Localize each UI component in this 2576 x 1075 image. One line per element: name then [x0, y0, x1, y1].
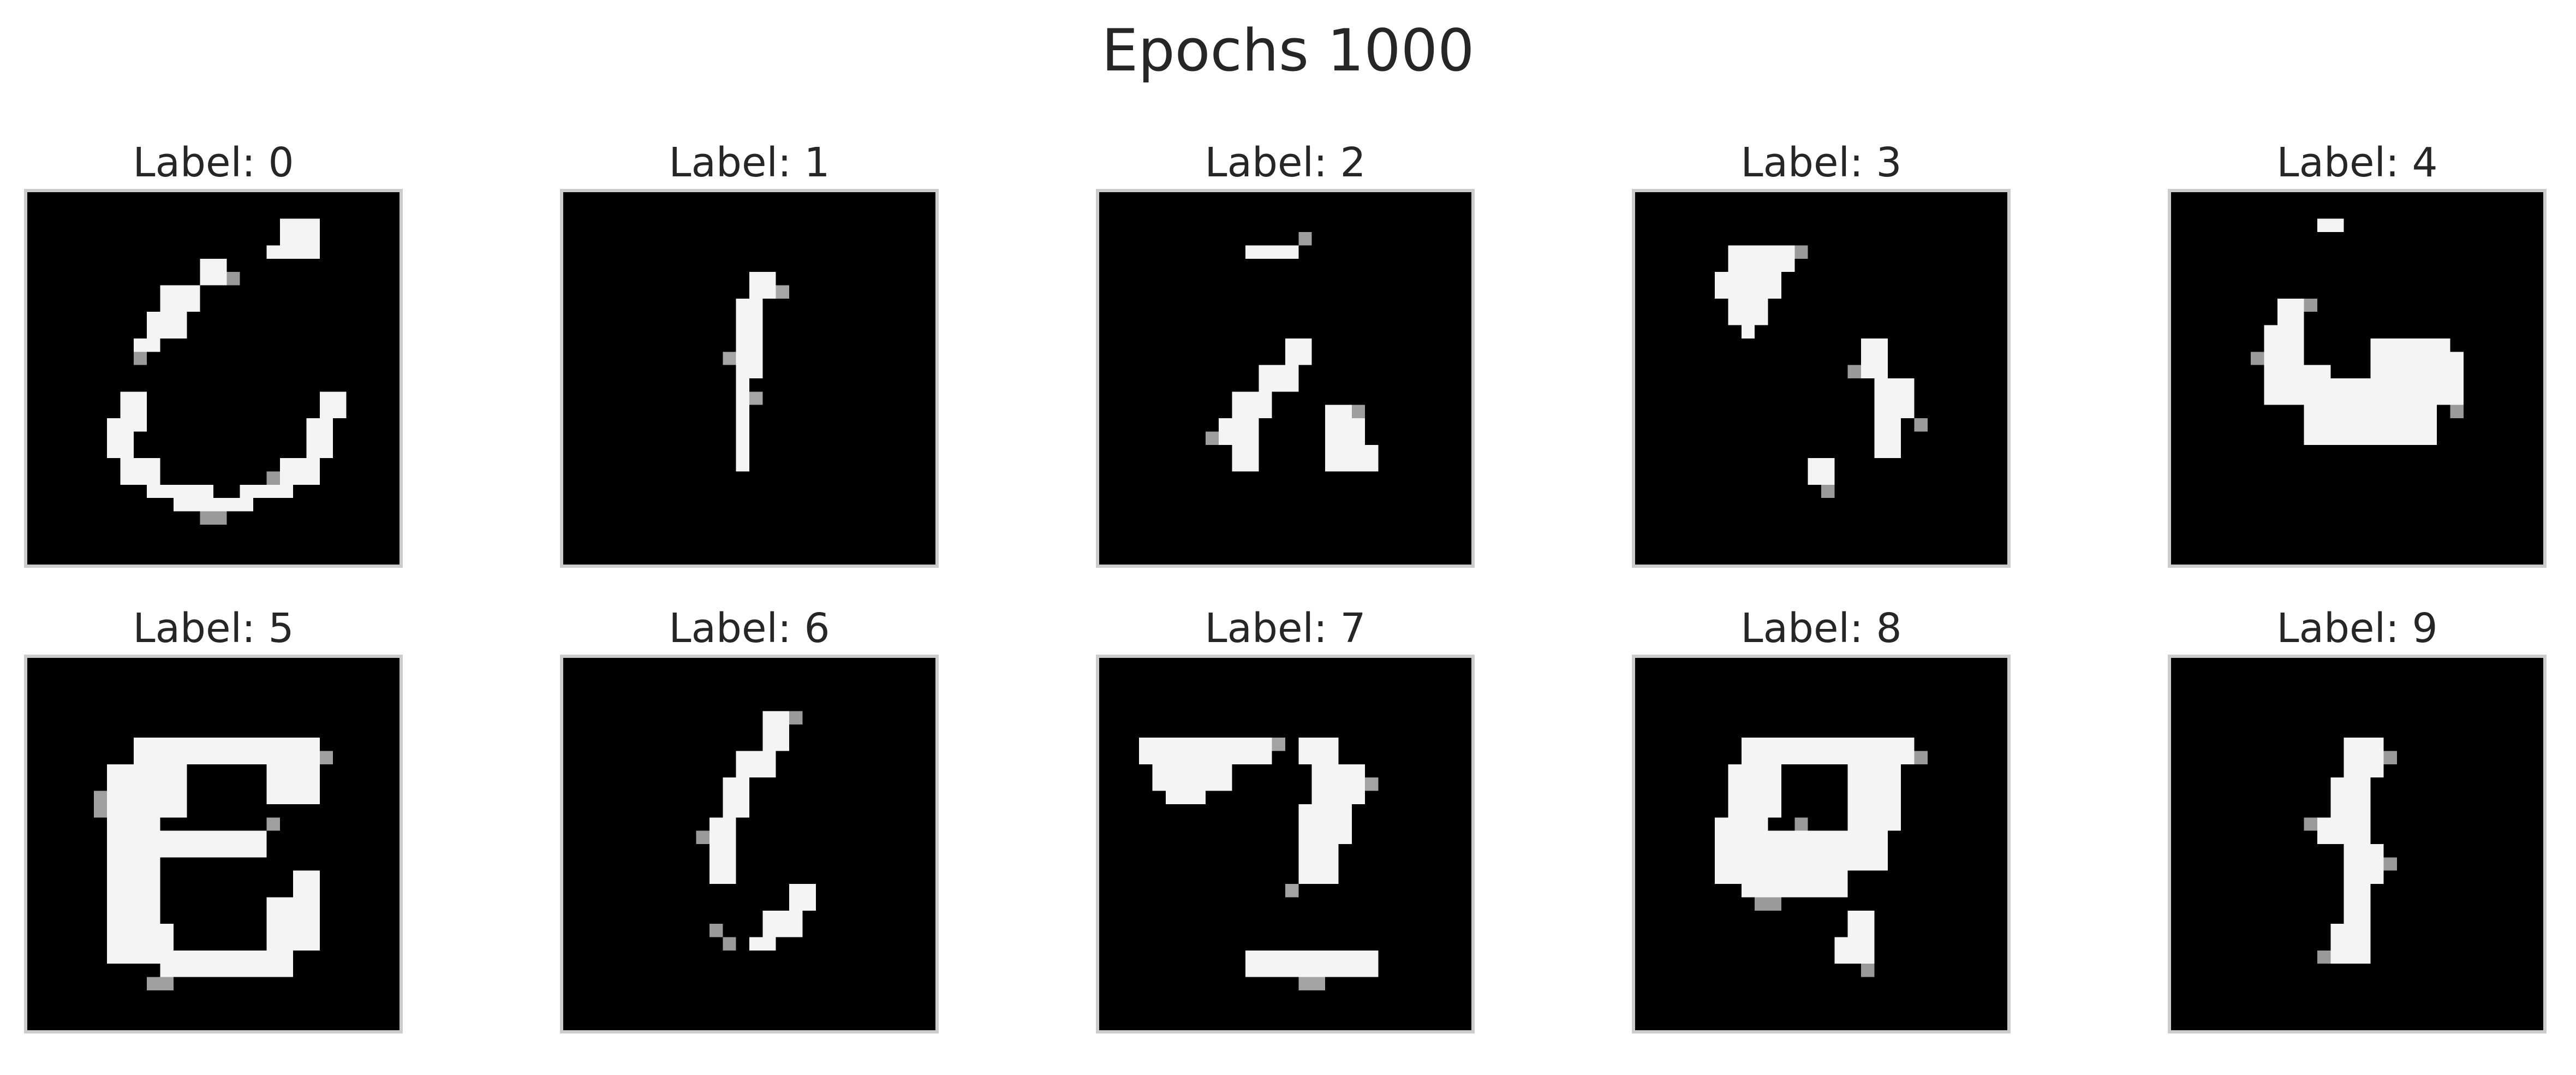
image-frame — [1632, 655, 2011, 1034]
panel-label-1: Label: 1 — [560, 136, 939, 568]
panel-title: Label: 4 — [2276, 139, 2438, 186]
panel-label-8: Label: 8 — [1632, 602, 2011, 1034]
panel-label-0: Label: 0 — [24, 136, 403, 568]
panel-title: Label: 9 — [2276, 605, 2438, 652]
panel-title: Label: 0 — [133, 139, 294, 186]
image-frame — [1632, 189, 2011, 568]
panel-label-5: Label: 5 — [24, 602, 403, 1034]
image-frame — [2168, 655, 2547, 1034]
panel-title: Label: 1 — [669, 139, 830, 186]
generated-digit-image — [27, 658, 399, 1030]
generated-digit-image — [2171, 658, 2543, 1030]
image-frame — [1096, 189, 1475, 568]
panel-title: Label: 3 — [1740, 139, 1902, 186]
image-frame — [2168, 189, 2547, 568]
panel-label-7: Label: 7 — [1096, 602, 1475, 1034]
panel-title: Label: 6 — [669, 605, 830, 652]
panel-title: Label: 5 — [133, 605, 294, 652]
generated-digit-image — [1635, 658, 2007, 1030]
image-frame — [24, 655, 403, 1034]
image-frame — [560, 655, 939, 1034]
panel-label-9: Label: 9 — [2168, 602, 2547, 1034]
generated-digit-image — [1099, 658, 1471, 1030]
generated-digit-image — [27, 192, 399, 565]
generated-digit-image — [563, 658, 935, 1030]
image-frame — [24, 189, 403, 568]
panel-label-6: Label: 6 — [560, 602, 939, 1034]
panel-title: Label: 8 — [1740, 605, 1902, 652]
figure-title: Epochs 1000 — [1101, 17, 1475, 84]
image-frame — [560, 189, 939, 568]
generated-digit-image — [2171, 192, 2543, 565]
panel-title: Label: 7 — [1204, 605, 1366, 652]
panel-label-4: Label: 4 — [2168, 136, 2547, 568]
image-frame — [1096, 655, 1475, 1034]
generated-digit-image — [1099, 192, 1471, 565]
panel-title: Label: 2 — [1204, 139, 1366, 186]
generated-digit-image — [1635, 192, 2007, 565]
panel-label-3: Label: 3 — [1632, 136, 2011, 568]
generated-digit-image — [563, 192, 935, 565]
panel-label-2: Label: 2 — [1096, 136, 1475, 568]
